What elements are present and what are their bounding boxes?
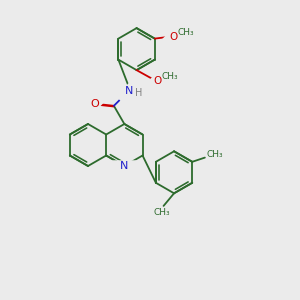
Text: O: O bbox=[153, 76, 162, 85]
Text: CH₃: CH₃ bbox=[153, 208, 170, 217]
Text: CH₃: CH₃ bbox=[206, 150, 223, 159]
Text: O: O bbox=[91, 99, 99, 109]
Text: CH₃: CH₃ bbox=[177, 28, 194, 37]
Text: N: N bbox=[124, 86, 133, 96]
Text: H: H bbox=[135, 88, 142, 98]
Text: CH₃: CH₃ bbox=[161, 72, 178, 81]
Text: O: O bbox=[169, 32, 178, 41]
Text: N: N bbox=[120, 161, 129, 171]
